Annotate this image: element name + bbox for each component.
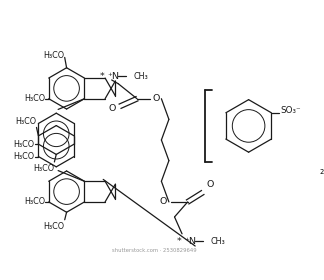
Text: ⁺N: ⁺N	[184, 237, 196, 246]
Text: H₃CO: H₃CO	[14, 152, 35, 161]
Text: H₃CO: H₃CO	[24, 94, 45, 103]
Text: H₃CO: H₃CO	[33, 164, 54, 173]
Text: O: O	[152, 94, 159, 103]
Text: ⁺N: ⁺N	[107, 72, 119, 81]
Text: CH₃: CH₃	[133, 72, 148, 81]
Text: *: *	[99, 72, 104, 81]
Text: SO₃⁻: SO₃⁻	[281, 106, 301, 115]
Text: H₃CO: H₃CO	[15, 116, 37, 125]
Text: H₃CO: H₃CO	[24, 197, 45, 206]
Text: H₃CO: H₃CO	[14, 140, 35, 149]
Text: H₃CO: H₃CO	[43, 51, 65, 60]
Text: CH₃: CH₃	[210, 237, 225, 246]
Text: H₃CO: H₃CO	[43, 222, 65, 231]
Text: O: O	[109, 104, 116, 113]
Text: *: *	[176, 237, 181, 246]
Text: O: O	[206, 180, 214, 189]
Text: shutterstock.com · 2530829649: shutterstock.com · 2530829649	[112, 248, 197, 253]
Text: ₂: ₂	[319, 166, 323, 176]
Text: O: O	[160, 197, 167, 206]
